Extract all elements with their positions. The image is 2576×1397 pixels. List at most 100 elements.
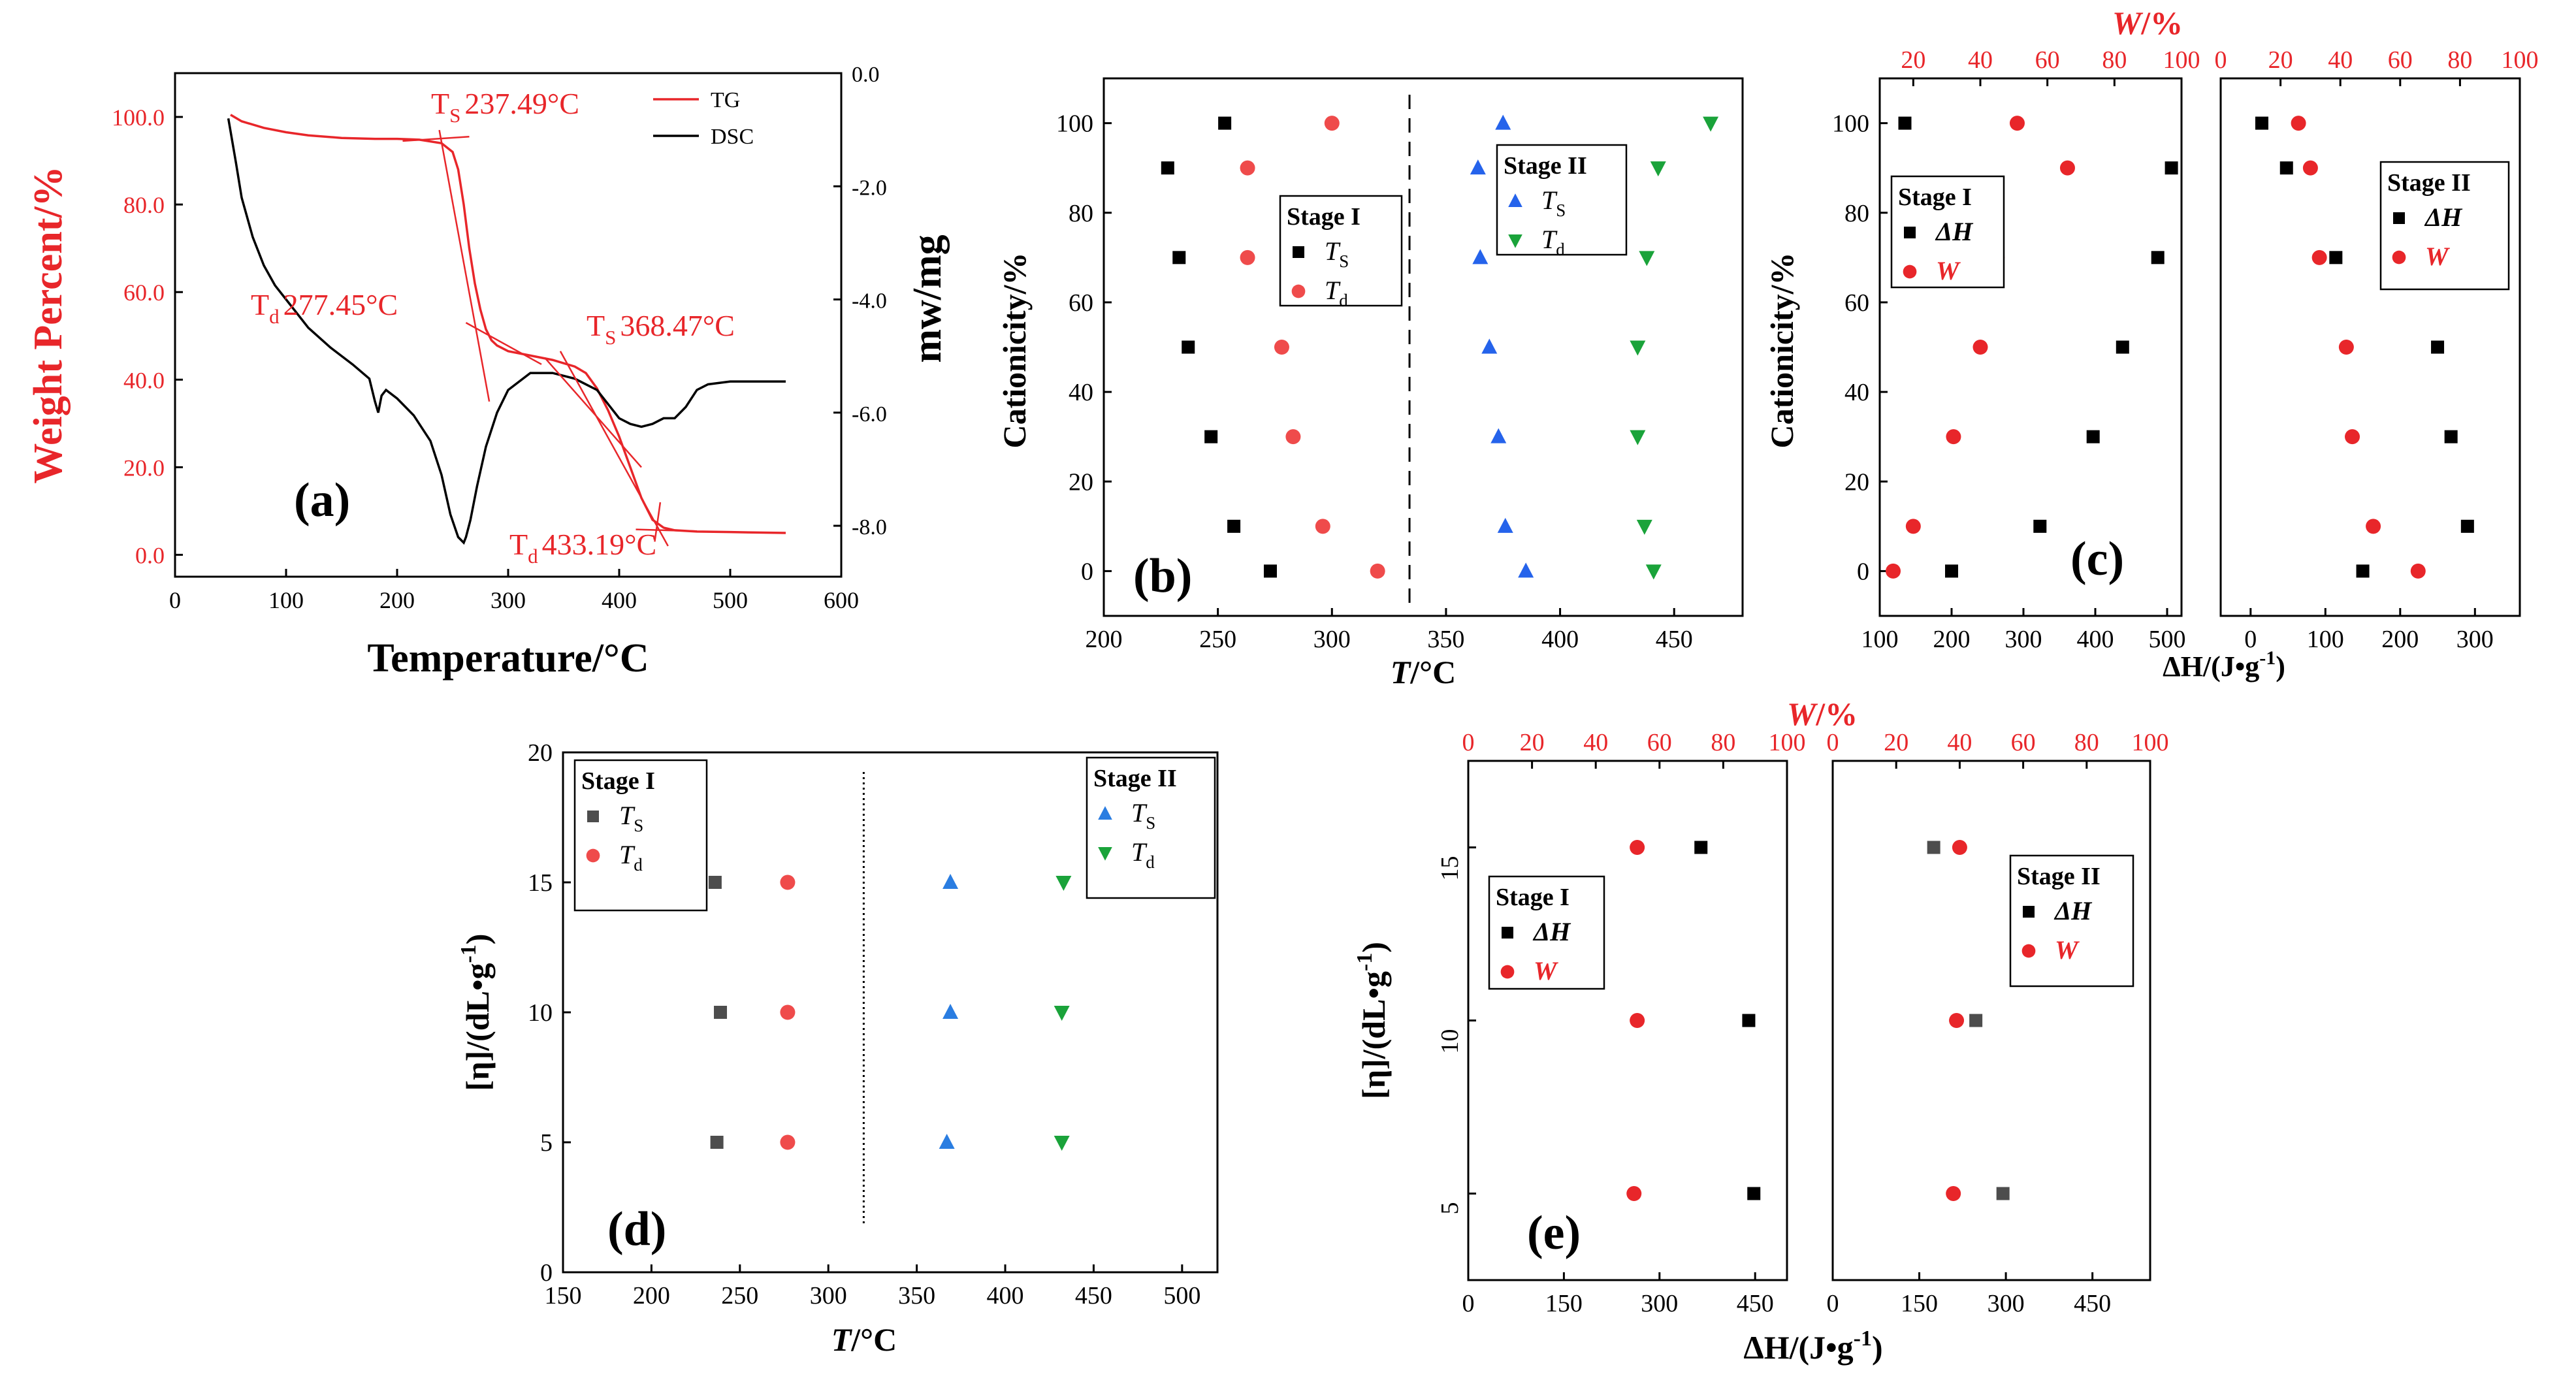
value: 433.19°C	[542, 528, 657, 561]
data-point	[1481, 338, 1498, 354]
data-point	[1694, 841, 1708, 854]
y2-axis-title: mw/mg	[905, 234, 950, 362]
symbol: T	[619, 801, 636, 830]
x-tick-label: 0	[2215, 46, 2227, 74]
x-tick-label: 450	[1656, 626, 1693, 653]
legend-title: Stage I	[1287, 203, 1360, 231]
data-point	[1898, 116, 1912, 130]
x-tick-label: 300	[2456, 626, 2494, 653]
y-tick-label: 0	[1081, 558, 1093, 585]
x-tick-label: 300	[1988, 1290, 2025, 1317]
tangent-line	[438, 129, 491, 402]
symbol: T	[1325, 276, 1341, 305]
x-tick-label: 450	[2074, 1290, 2111, 1317]
legend-label: TS	[1541, 185, 1566, 220]
subscript: S	[1339, 251, 1349, 271]
data-point	[1274, 340, 1289, 355]
tangent-line	[402, 135, 470, 142]
unit: /°C	[850, 1321, 897, 1358]
plot-frame	[1878, 77, 2183, 617]
data-point	[2431, 340, 2445, 354]
data-point	[1645, 564, 1662, 580]
data-point	[1495, 114, 1511, 130]
x-tick-label: 20	[1520, 729, 1545, 756]
subscript: S	[1146, 813, 1155, 833]
panel-c2: 0 100 200 300 0 20 40 60 80 100 Stage II ΔH W ΔH/(J•g…	[2163, 46, 2538, 682]
x-tick-label: 400	[1541, 626, 1579, 653]
legend-title: Stage I	[1898, 184, 1972, 211]
panel-label-a: (a)	[294, 474, 350, 527]
symbol: T	[1131, 798, 1148, 827]
x-tick-label: 450	[1737, 1290, 1774, 1317]
x-tick-label: 300	[810, 1282, 847, 1309]
data-point	[1996, 1187, 2010, 1200]
data-point	[1905, 519, 1921, 534]
legend-box	[1086, 756, 1216, 899]
x-tick-label: 100	[1769, 729, 1806, 756]
legend-marker	[1903, 265, 1917, 279]
x-tick-label: 350	[1427, 626, 1464, 653]
series-line-dsc	[227, 118, 786, 545]
annotation-d: Td 433.19°C	[509, 528, 656, 568]
legend-label: Td	[619, 840, 643, 875]
data-point	[1747, 1187, 1761, 1200]
data-point	[2059, 160, 2075, 176]
y-axis-title: Cationicity/%	[1763, 253, 1800, 449]
data-point	[2291, 116, 2306, 131]
x-tick-label: 500	[713, 587, 748, 613]
symbol: T	[1131, 837, 1148, 867]
x-tick-label: 200	[379, 587, 415, 613]
y-tick-label: 20	[1844, 468, 1869, 496]
data-point	[1227, 519, 1241, 533]
data-point	[1470, 159, 1486, 175]
x-tick-label: 200	[1086, 626, 1123, 653]
y-tick-label: 60	[1844, 289, 1869, 317]
x-tick-label: 150	[1545, 1290, 1583, 1317]
y-tick-label: -6.0	[852, 402, 887, 426]
y-tick-label: 0	[1857, 558, 1869, 585]
plot-frame	[1831, 760, 2151, 1281]
data-point	[1472, 249, 1489, 265]
symbol: T	[431, 87, 449, 120]
data-point	[1949, 1013, 1965, 1028]
y-axis-title: [η]/(dL•g-1)	[457, 934, 496, 1091]
x-tick-label: 100	[2132, 729, 2169, 756]
panel-e2: 0 150 300 450 0 20 40 60 80 100 Stage II ΔH W ΔH/(J•g…	[1743, 729, 2168, 1366]
y-tick-label: 100	[1056, 110, 1093, 138]
data-point	[2279, 161, 2293, 175]
close: )	[1872, 1329, 1883, 1366]
data-point	[1650, 161, 1666, 177]
data-point	[780, 875, 796, 890]
legend-label: Td	[1131, 837, 1155, 872]
y-tick-label: 80.0	[123, 192, 165, 218]
legend-marker	[1098, 806, 1112, 820]
subscript: d	[1556, 240, 1565, 259]
legend-marker	[1500, 965, 1515, 979]
legend-label: ΔH	[2053, 896, 2093, 925]
data-point	[1946, 429, 1961, 445]
legend-title: Stage II	[2017, 863, 2101, 890]
legend-marker	[1291, 284, 1306, 298]
data-point	[710, 1136, 724, 1149]
data-point	[1324, 116, 1340, 131]
data-point	[1630, 840, 1645, 855]
x-tick-label: 100	[2502, 46, 2539, 74]
x-tick-label: 80	[1711, 729, 1735, 756]
x-tick-label: 600	[824, 587, 859, 613]
x-tick-label: 80	[2447, 46, 2472, 74]
legend-marker	[586, 848, 600, 863]
y-tick-label: 60.0	[123, 280, 165, 306]
x-tick-label: 0	[169, 587, 181, 613]
tangent-line	[654, 502, 662, 542]
data-point	[1490, 428, 1507, 443]
data-point	[1054, 1006, 1070, 1021]
symbol: T	[251, 288, 269, 321]
x-tick-label: 450	[1075, 1282, 1112, 1309]
symbol: W	[2112, 5, 2144, 41]
data-point	[1518, 562, 1534, 578]
legend-label: TS	[1325, 236, 1349, 271]
data-point	[1639, 251, 1655, 266]
legend-box	[2009, 854, 2134, 988]
tangent-line	[636, 528, 698, 532]
